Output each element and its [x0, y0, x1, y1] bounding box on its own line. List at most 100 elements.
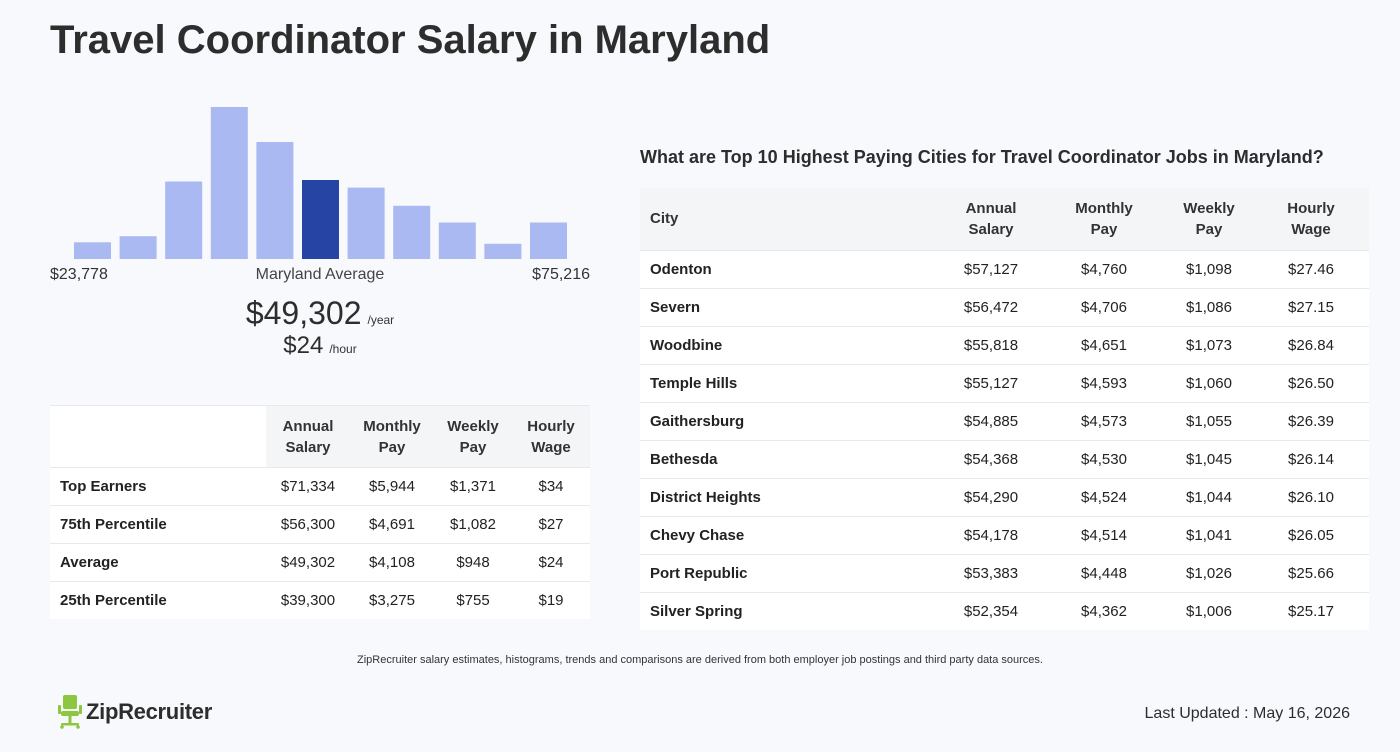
- last-updated: Last Updated : May 16, 2026: [1144, 705, 1350, 722]
- cell-weekly: $1,073: [1165, 325, 1253, 364]
- histogram-bar: [210, 107, 248, 259]
- histogram-bar: [438, 222, 476, 259]
- cell-monthly: $5,944: [350, 467, 434, 506]
- city-header-weekly: Weekly Pay: [1165, 188, 1253, 250]
- histogram-bar-average: [302, 180, 339, 259]
- histogram-min-label: $23,778: [50, 266, 108, 283]
- cell-weekly: $1,045: [1165, 439, 1253, 478]
- cell-annual: $57,127: [939, 249, 1043, 288]
- cell-annual: $55,127: [939, 363, 1043, 402]
- average-yearly-value: $49,302: [245, 295, 362, 331]
- cell-weekly: $1,060: [1165, 363, 1253, 402]
- cell-annual: $52,354: [939, 591, 1043, 630]
- cell-name: District Heights: [640, 477, 939, 516]
- cell-hourly: $26.10: [1253, 477, 1369, 516]
- city-header-hourly: Hourly Wage: [1253, 188, 1369, 250]
- cell-weekly: $1,082: [434, 505, 512, 544]
- cell-hourly: $26.05: [1253, 515, 1369, 554]
- cell-monthly: $4,530: [1043, 439, 1165, 478]
- cell-name: Top Earners: [50, 467, 266, 506]
- cell-name: Chevy Chase: [640, 515, 939, 554]
- histogram-bar: [530, 222, 567, 259]
- cell-name: Bethesda: [640, 439, 939, 478]
- city-row: Bethesda $54,368 $4,530 $1,045 $26.14: [640, 439, 1369, 478]
- histogram-bar: [74, 242, 111, 259]
- cell-annual: $56,300: [266, 505, 350, 544]
- city-row: Silver Spring $52,354 $4,362 $1,006 $25.17: [640, 591, 1369, 630]
- city-row: Odenton $57,127 $4,760 $1,098 $27.46: [640, 249, 1369, 288]
- average-yearly: $49,302/year: [50, 295, 590, 332]
- cell-annual: $71,334: [266, 467, 350, 506]
- cell-hourly: $34: [512, 467, 590, 506]
- cell-hourly: $26.84: [1253, 325, 1369, 364]
- histogram-bar: [256, 142, 294, 259]
- cell-hourly: $26.50: [1253, 363, 1369, 402]
- cell-name: Woodbine: [640, 325, 939, 364]
- percentile-row: 25th Percentile $39,300 $3,275 $755 $19: [50, 581, 590, 619]
- cell-monthly: $4,448: [1043, 553, 1165, 592]
- cities-table: City Annual Salary Monthly Pay Weekly Pay H…: [640, 188, 1369, 630]
- cell-monthly: $4,760: [1043, 249, 1165, 288]
- percentile-header-monthly: Monthly Pay: [350, 405, 434, 468]
- ziprecruiter-logo[interactable]: ZipRecruiter: [58, 694, 212, 730]
- cell-monthly: $4,108: [350, 543, 434, 582]
- average-hourly-value: $24: [283, 332, 324, 359]
- percentile-table-body: Top Earners $71,334 $5,944 $1,371 $34 75th Pe…: [50, 467, 590, 619]
- histogram-bar: [393, 205, 431, 259]
- percentile-row: Top Earners $71,334 $5,944 $1,371 $34: [50, 467, 590, 506]
- city-header-city: City: [640, 188, 939, 250]
- cell-annual: $54,178: [939, 515, 1043, 554]
- histogram-bar: [119, 236, 157, 259]
- cell-hourly: $26.14: [1253, 439, 1369, 478]
- cell-weekly: $1,098: [1165, 249, 1253, 288]
- cell-hourly: $27.15: [1253, 287, 1369, 326]
- cell-weekly: $1,055: [1165, 401, 1253, 440]
- page-title: Travel Coordinator Salary in Maryland: [50, 18, 771, 62]
- city-row: Severn $56,472 $4,706 $1,086 $27.15: [640, 287, 1369, 326]
- cell-weekly: $1,041: [1165, 515, 1253, 554]
- cell-monthly: $4,691: [350, 505, 434, 544]
- cell-annual: $54,885: [939, 401, 1043, 440]
- salary-histogram: [74, 107, 567, 259]
- city-header-monthly: Monthly Pay: [1043, 188, 1165, 250]
- cell-name: 25th Percentile: [50, 581, 266, 619]
- cell-weekly: $1,044: [1165, 477, 1253, 516]
- city-header-annual: Annual Salary: [939, 188, 1043, 250]
- histogram-max-label: $75,216: [532, 266, 590, 283]
- cell-name: Odenton: [640, 249, 939, 288]
- city-row: Woodbine $55,818 $4,651 $1,073 $26.84: [640, 325, 1369, 364]
- percentile-table: Annual Salary Monthly Pay Weekly Pay Hourly…: [50, 405, 590, 619]
- cell-weekly: $1,006: [1165, 591, 1253, 630]
- cell-annual: $54,290: [939, 477, 1043, 516]
- cell-monthly: $4,593: [1043, 363, 1165, 402]
- histogram-bar: [347, 187, 385, 259]
- cell-weekly: $755: [434, 581, 512, 619]
- cell-annual: $39,300: [266, 581, 350, 619]
- city-row: Gaithersburg $54,885 $4,573 $1,055 $26.39: [640, 401, 1369, 440]
- cell-monthly: $4,362: [1043, 591, 1165, 630]
- average-hourly: $24/hour: [50, 332, 590, 360]
- cell-hourly: $25.66: [1253, 553, 1369, 592]
- average-hourly-unit: /hour: [329, 342, 357, 356]
- cell-monthly: $4,524: [1043, 477, 1165, 516]
- cities-heading: What are Top 10 Highest Paying Cities fo…: [640, 147, 1324, 167]
- city-row: Chevy Chase $54,178 $4,514 $1,041 $26.05: [640, 515, 1369, 554]
- histogram-labels: Maryland Average $23,778 $75,216: [50, 266, 590, 286]
- histogram-bar: [165, 181, 203, 259]
- cell-name: 75th Percentile: [50, 505, 266, 544]
- cell-hourly: $27: [512, 505, 590, 544]
- cell-name: Port Republic: [640, 553, 939, 592]
- cell-monthly: $4,651: [1043, 325, 1165, 364]
- percentile-header-weekly: Weekly Pay: [434, 405, 512, 468]
- cell-weekly: $1,086: [1165, 287, 1253, 326]
- cell-hourly: $27.46: [1253, 249, 1369, 288]
- cell-name: Severn: [640, 287, 939, 326]
- cities-table-body: Odenton $57,127 $4,760 $1,098 $27.46 Severn $5…: [640, 249, 1369, 630]
- city-row: Port Republic $53,383 $4,448 $1,026 $25.66: [640, 553, 1369, 592]
- cell-name: Gaithersburg: [640, 401, 939, 440]
- cell-hourly: $19: [512, 581, 590, 619]
- cell-annual: $55,818: [939, 325, 1043, 364]
- cell-weekly: $1,371: [434, 467, 512, 506]
- average-yearly-unit: /year: [367, 313, 395, 327]
- histogram-center-label: Maryland Average: [255, 266, 385, 283]
